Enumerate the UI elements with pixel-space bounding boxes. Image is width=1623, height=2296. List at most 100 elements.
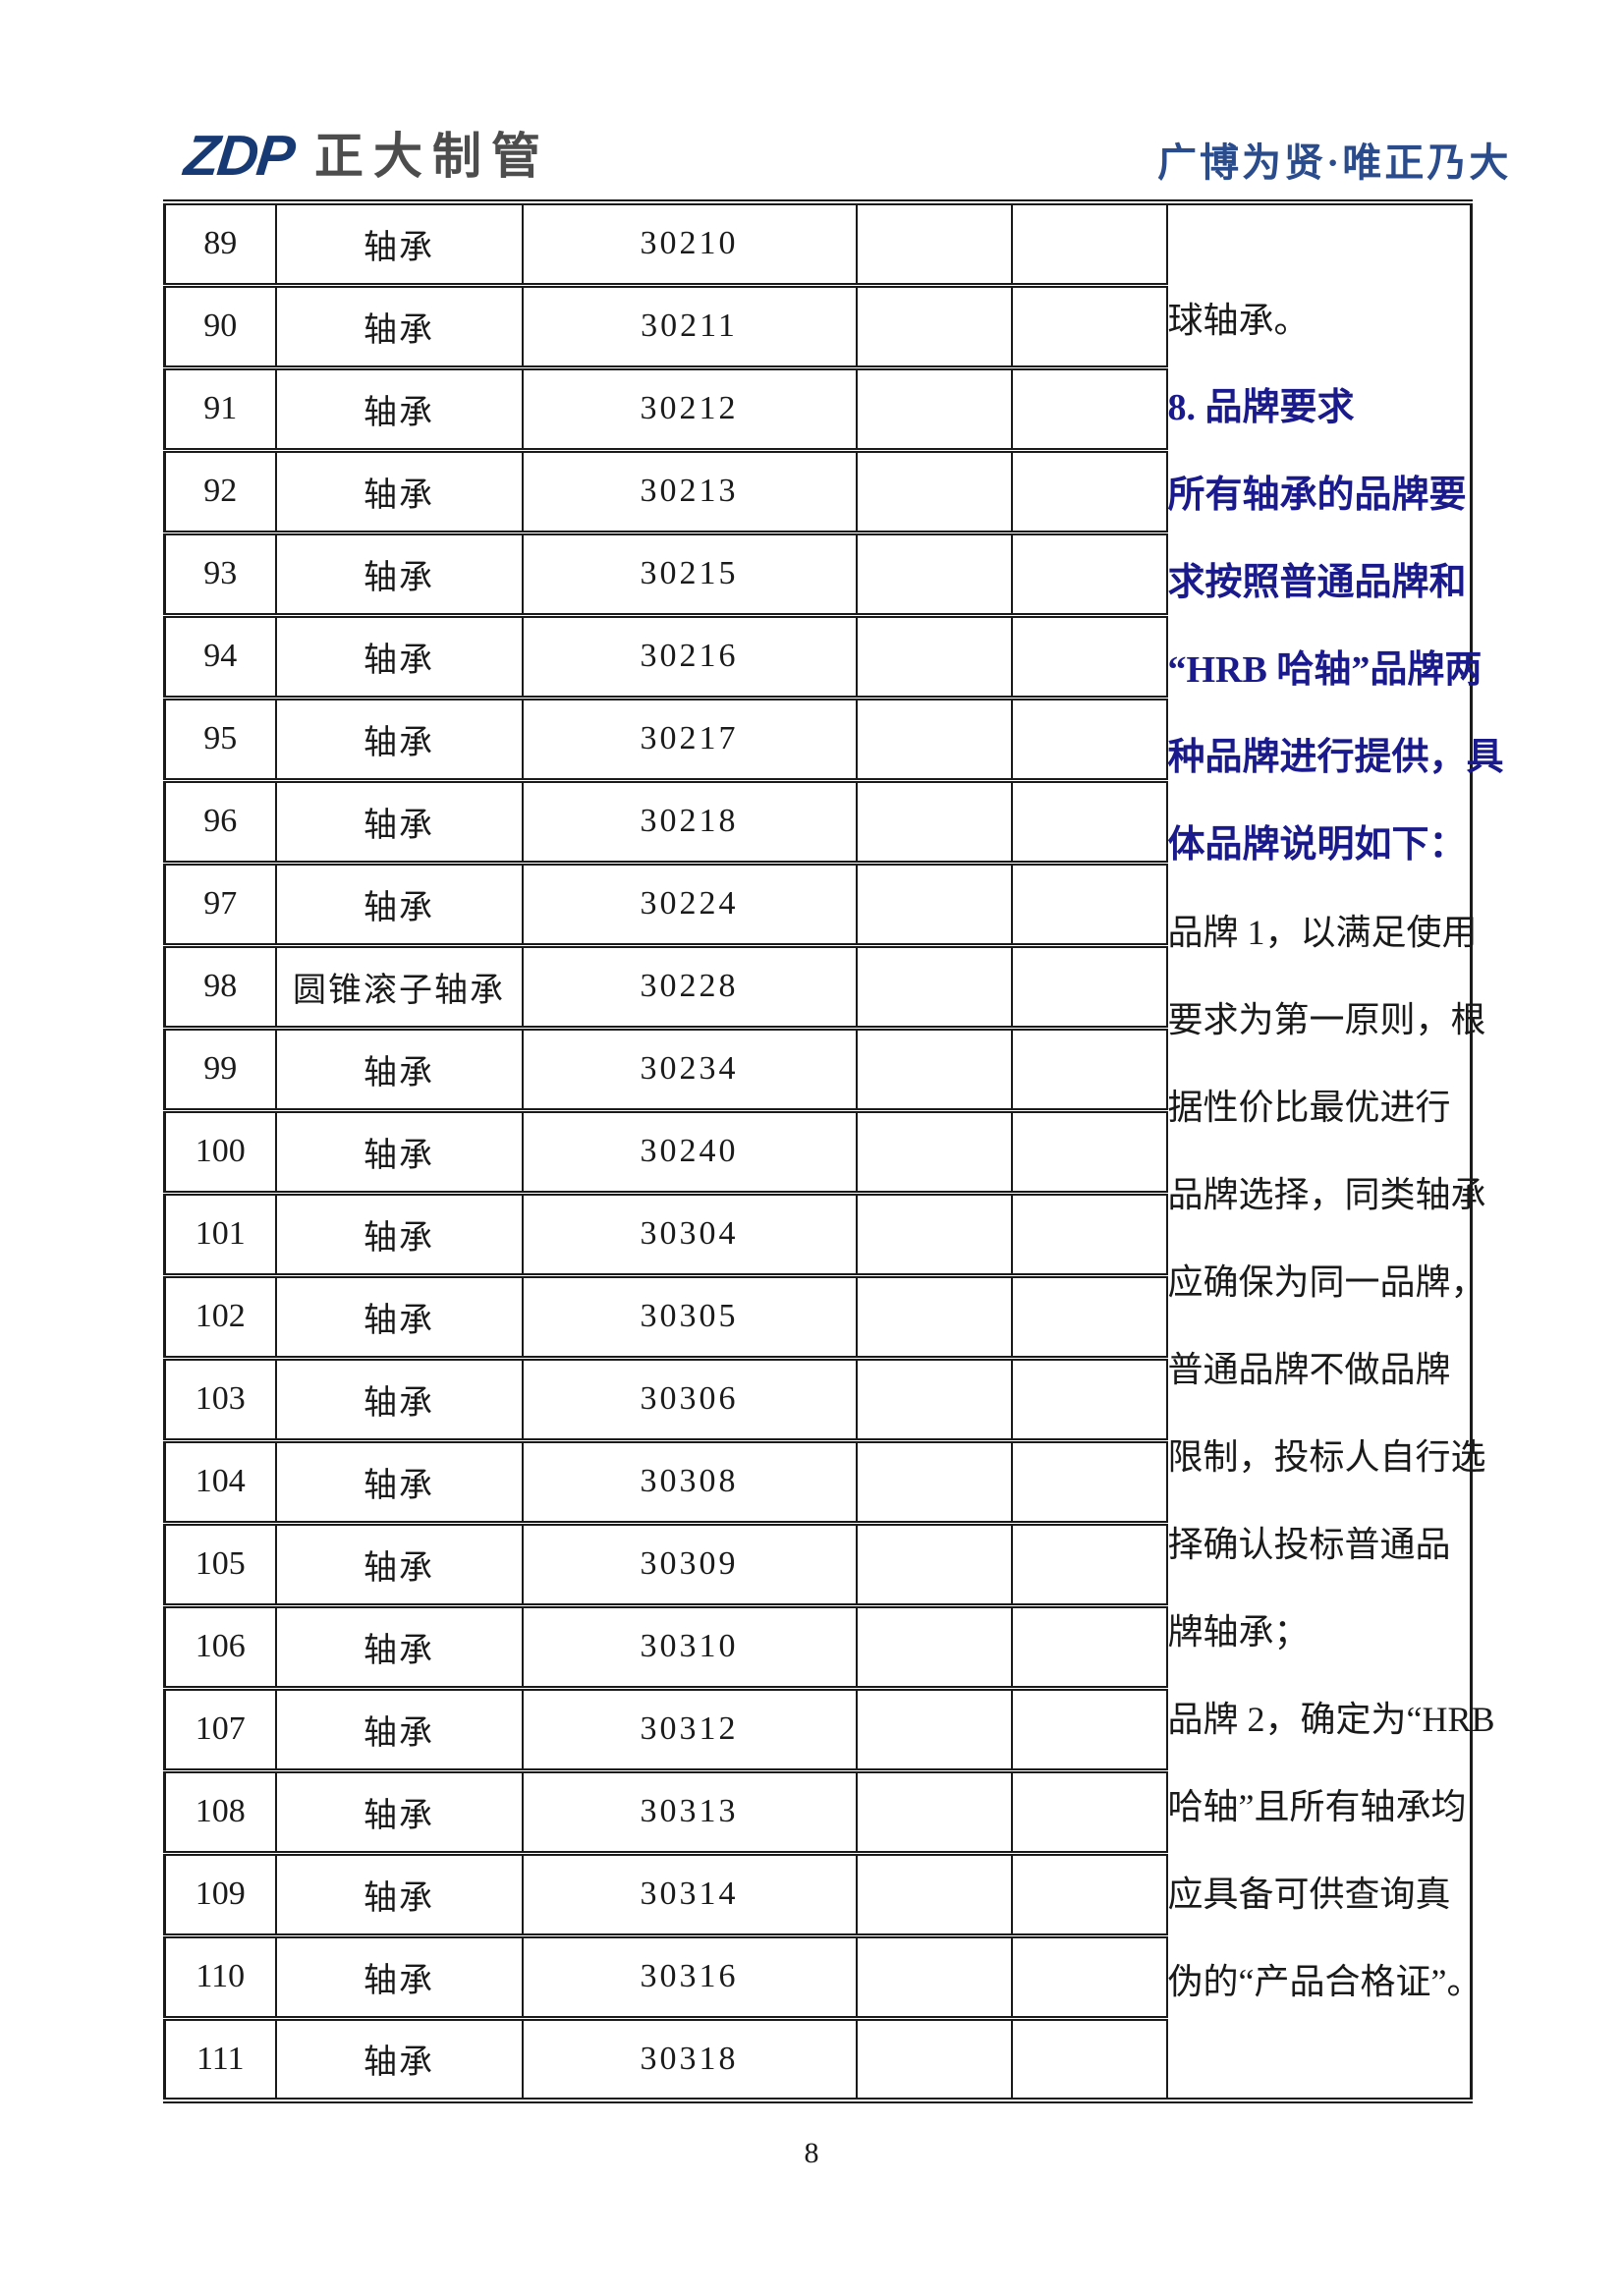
empty-cell-2 [1010, 1520, 1168, 1608]
header-slogan: 广博为贤·唯正乃大 [1157, 140, 1512, 185]
part-model-cell: 30211 [521, 282, 858, 370]
part-model-cell: 30308 [521, 1437, 858, 1526]
empty-cell-2 [1010, 447, 1168, 535]
parts-table-body: 89 轴承 30210 球轴承。 8. 品牌要求 所有轴承的品牌要 求按照普通品牌和 “HRB… [163, 199, 1504, 2103]
part-model-cell: 30306 [521, 1355, 858, 1443]
row-number-cell: 100 [163, 1107, 277, 1196]
part-name-cell: 轴承 [274, 860, 524, 948]
row-number-cell: 110 [163, 1932, 277, 2021]
table-row: 105 轴承 30309 [163, 1520, 1472, 1608]
table-row: 108 轴承 30313 [163, 1767, 1472, 1856]
empty-cell-2 [1010, 1272, 1168, 1361]
empty-cell-1 [855, 1190, 1013, 1278]
empty-cell-2 [1010, 2015, 1168, 2103]
part-model-cell: 30210 [521, 199, 858, 288]
part-name-cell: 轴承 [274, 777, 524, 866]
part-model-cell: 30318 [521, 2015, 858, 2103]
empty-cell-1 [855, 612, 1013, 700]
empty-cell-2 [1010, 1850, 1168, 1938]
row-number-cell: 97 [163, 860, 277, 948]
row-number-cell: 101 [163, 1190, 277, 1278]
row-number-cell: 90 [163, 282, 277, 370]
table-row: 102 轴承 30305 [163, 1272, 1472, 1361]
table-row: 99 轴承 30234 [163, 1025, 1472, 1113]
empty-cell-2 [1010, 1685, 1168, 1773]
row-number-cell: 109 [163, 1850, 277, 1938]
part-model-cell: 30309 [521, 1520, 858, 1608]
logo-zdp-mark: ZDP [181, 124, 297, 188]
part-name-cell: 轴承 [274, 1272, 524, 1361]
table-row: 101 轴承 30304 [163, 1190, 1472, 1278]
empty-cell-1 [855, 1355, 1013, 1443]
row-number-cell: 103 [163, 1355, 277, 1443]
empty-cell-1 [855, 530, 1013, 618]
table-row: 107 轴承 30312 [163, 1685, 1472, 1773]
empty-cell-2 [1010, 1355, 1168, 1443]
empty-cell-1 [855, 1602, 1013, 1691]
note-line: 哈轴”且所有轴承均 [1167, 1787, 1467, 1826]
empty-cell-2 [1010, 282, 1168, 370]
table-row: 97 轴承 30224 [163, 860, 1472, 948]
note-line: 品牌 2，确定为“HRB [1167, 1700, 1495, 1739]
empty-cell-2 [1010, 1437, 1168, 1526]
part-model-cell: 30212 [521, 364, 858, 453]
empty-cell-1 [855, 695, 1013, 783]
part-model-cell: 30218 [521, 777, 858, 866]
table-row: 100 轴承 30240 [163, 1107, 1472, 1196]
part-name-cell: 轴承 [274, 1355, 524, 1443]
row-number-cell: 111 [163, 2015, 277, 2103]
table-row: 104 轴承 30308 [163, 1437, 1472, 1526]
empty-cell-2 [1010, 1025, 1168, 1113]
part-name-cell: 轴承 [274, 1685, 524, 1773]
empty-cell-2 [1010, 1107, 1168, 1196]
part-name-cell: 轴承 [274, 1025, 524, 1113]
row-number-cell: 94 [163, 612, 277, 700]
part-model-cell: 30240 [521, 1107, 858, 1196]
empty-cell-1 [855, 1025, 1013, 1113]
empty-cell-2 [1010, 530, 1168, 618]
part-model-cell: 30304 [521, 1190, 858, 1278]
parts-table: 89 轴承 30210 球轴承。 8. 品牌要求 所有轴承的品牌要 求按照普通品牌和 “HRB… [163, 199, 1504, 2103]
logo-company-name: 正大制管 [314, 129, 550, 184]
table-row: 92 轴承 30213 [163, 447, 1472, 535]
part-name-cell: 轴承 [274, 364, 524, 453]
note-line: 普通品牌不做品牌 [1167, 1350, 1451, 1389]
part-name-cell: 圆锥滚子轴承 [274, 942, 524, 1031]
empty-cell-1 [855, 777, 1013, 866]
row-number-cell: 95 [163, 695, 277, 783]
row-number-cell: 104 [163, 1437, 277, 1526]
part-name-cell: 轴承 [274, 1107, 524, 1196]
note-line: “HRB 哈轴”品牌两 [1167, 649, 1483, 691]
notes-cell: 球轴承。 8. 品牌要求 所有轴承的品牌要 求按照普通品牌和 “HRB 哈轴”品牌两 种品… [1165, 199, 1504, 2103]
row-number-cell: 92 [163, 447, 277, 535]
part-name-cell: 轴承 [274, 199, 524, 288]
part-name-cell: 轴承 [274, 447, 524, 535]
note-line: 品牌选择，同类轴承 [1167, 1175, 1486, 1214]
table-row: 93 轴承 30215 [163, 530, 1472, 618]
note-line: 要求为第一原则，根 [1167, 1000, 1486, 1039]
empty-cell-2 [1010, 860, 1168, 948]
empty-cell-2 [1010, 1767, 1168, 1856]
part-model-cell: 30314 [521, 1850, 858, 1938]
part-name-cell: 轴承 [274, 1767, 524, 1856]
note-line: 据性价比最优进行 [1167, 1088, 1451, 1127]
empty-cell-1 [855, 1437, 1013, 1526]
table-row: 109 轴承 30314 [163, 1850, 1472, 1938]
note-line: 牌轴承； [1167, 1612, 1310, 1652]
note-line: 种品牌进行提供，具 [1167, 737, 1504, 778]
row-number-cell: 99 [163, 1025, 277, 1113]
part-model-cell: 30310 [521, 1602, 858, 1691]
page-number: 8 [804, 2137, 819, 2169]
table-row: 103 轴承 30306 [163, 1355, 1472, 1443]
table-row: 106 轴承 30310 [163, 1602, 1472, 1691]
part-name-cell: 轴承 [274, 282, 524, 370]
part-name-cell: 轴承 [274, 1602, 524, 1691]
part-model-cell: 30216 [521, 612, 858, 700]
empty-cell-1 [855, 1685, 1013, 1773]
empty-cell-1 [855, 860, 1013, 948]
note-line: 求按照普通品牌和 [1167, 562, 1467, 603]
part-name-cell: 轴承 [274, 1520, 524, 1608]
part-model-cell: 30217 [521, 695, 858, 783]
table-row: 111 轴承 30318 [163, 2015, 1472, 2103]
